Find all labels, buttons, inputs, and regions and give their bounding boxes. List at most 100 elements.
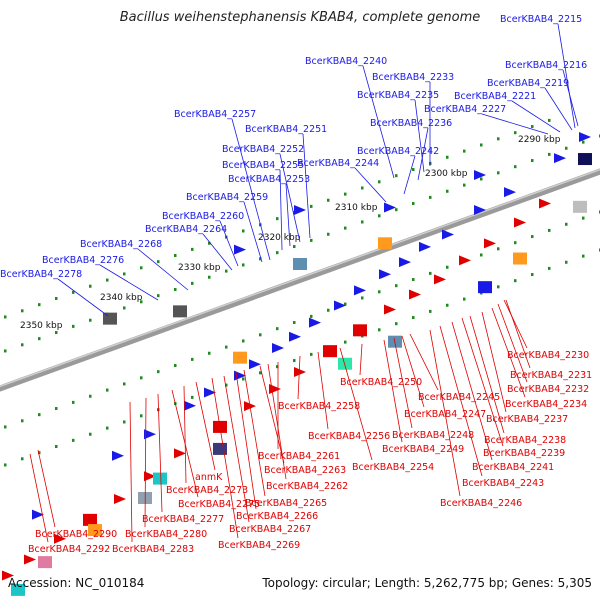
guide-dot bbox=[497, 137, 500, 141]
guide-dot bbox=[106, 426, 109, 430]
gene-arrow bbox=[434, 274, 446, 285]
gene-arrow bbox=[579, 132, 591, 143]
guide-dot bbox=[582, 216, 585, 220]
guide-dot bbox=[361, 220, 364, 224]
gene-arrow bbox=[289, 331, 301, 342]
gene-arrow bbox=[144, 429, 156, 440]
leader-line bbox=[505, 299, 531, 369]
leader-line bbox=[481, 113, 549, 135]
gene-arrow bbox=[474, 204, 486, 215]
gene-label: BcerKBAB4_2254 bbox=[352, 462, 434, 473]
guide-dot bbox=[21, 309, 24, 313]
guide-dot bbox=[429, 271, 432, 275]
gene-block bbox=[293, 258, 307, 270]
guide-dot bbox=[106, 278, 109, 282]
gene-arrow bbox=[384, 202, 396, 213]
guide-dot bbox=[344, 302, 347, 306]
guide-dot bbox=[514, 241, 517, 245]
guide-dot bbox=[327, 308, 330, 312]
guide-dot bbox=[123, 382, 126, 386]
leader-line bbox=[231, 118, 271, 261]
guide-dot bbox=[565, 146, 568, 150]
guide-dot bbox=[446, 155, 449, 159]
guide-dot bbox=[497, 171, 500, 175]
gene-arrow bbox=[32, 509, 44, 520]
gene-label: BcerKBAB4_2215 bbox=[500, 14, 582, 25]
guide-dot bbox=[548, 118, 551, 122]
guide-dot bbox=[497, 285, 500, 289]
guide-dot bbox=[38, 413, 41, 417]
gene-label: BcerKBAB4_2264 bbox=[145, 224, 227, 235]
guide-dot bbox=[361, 296, 364, 300]
gene-arrow bbox=[554, 153, 566, 164]
gene-label: BcerKBAB4_2268 bbox=[80, 239, 162, 250]
leader-line bbox=[171, 389, 199, 498]
gene-label: BcerKBAB4_2263 bbox=[264, 465, 346, 476]
gene-block bbox=[11, 583, 25, 596]
map-title: Bacillus weihenstephanensis KBAB4, compl… bbox=[119, 10, 481, 25]
guide-dot bbox=[157, 260, 160, 264]
guide-dot bbox=[225, 269, 228, 273]
guide-dot bbox=[395, 322, 398, 326]
gene-label: BcerKBAB4_2258 bbox=[278, 401, 360, 412]
gene-arrow bbox=[234, 244, 246, 255]
guide-dot bbox=[4, 349, 7, 353]
gene-label: BcerKBAB4_2230 bbox=[507, 350, 589, 361]
leader-line bbox=[401, 335, 425, 408]
guide-dot bbox=[497, 247, 500, 251]
guide-dot bbox=[259, 257, 262, 261]
guide-dot bbox=[89, 318, 92, 322]
guide-dot bbox=[38, 303, 41, 307]
gene-label: BcerKBAB4_2251 bbox=[245, 124, 327, 135]
guide-dot bbox=[582, 140, 585, 144]
guide-dot bbox=[191, 247, 194, 251]
guide-dot bbox=[174, 254, 177, 258]
guide-dot bbox=[21, 343, 24, 347]
gene-label: BcerKBAB4_2257 bbox=[174, 109, 256, 120]
gene-label: BcerKBAB4_2232 bbox=[507, 384, 589, 395]
gene-label: BcerKBAB4_2227 bbox=[424, 104, 506, 115]
leader-line bbox=[243, 369, 266, 497]
gene-arrow bbox=[272, 342, 284, 353]
guide-dot bbox=[208, 275, 211, 279]
guide-dot bbox=[55, 297, 58, 301]
leader-line bbox=[557, 23, 576, 129]
gene-label: BcerKBAB4_2248 bbox=[392, 430, 474, 441]
gene-arrow bbox=[249, 359, 261, 370]
gene-label: BcerKBAB4_2261 bbox=[258, 451, 340, 462]
leader-line bbox=[223, 375, 250, 523]
tick-label: 2290 kbp bbox=[518, 135, 561, 145]
guide-dot bbox=[225, 345, 228, 349]
guide-dot bbox=[446, 265, 449, 269]
guide-dot bbox=[123, 272, 126, 276]
guide-dot bbox=[157, 294, 160, 298]
leader-line bbox=[297, 355, 301, 400]
guide-dot bbox=[4, 425, 7, 429]
guide-dot bbox=[140, 300, 143, 304]
gene-arrow bbox=[2, 570, 14, 581]
gene-label: BcerKBAB4_2283 bbox=[112, 544, 194, 555]
gene-label: BcerKBAB4_2236 bbox=[370, 118, 452, 129]
leader-line bbox=[57, 278, 109, 317]
gene-label: BcerKBAB4_2243 bbox=[462, 478, 544, 489]
guide-dot bbox=[174, 288, 177, 292]
gene-arrow bbox=[484, 238, 496, 249]
guide-dot bbox=[89, 284, 92, 288]
gene-label: BcerKBAB4_2256 bbox=[308, 431, 390, 442]
guide-dot bbox=[310, 314, 313, 318]
guide-dot bbox=[565, 260, 568, 264]
leader-line bbox=[403, 155, 416, 195]
gene-arrow bbox=[514, 217, 526, 228]
guide-dot bbox=[514, 165, 517, 169]
gene-label: BcerKBAB4_2231 bbox=[510, 370, 592, 381]
gene-label: BcerKBAB4_2255 bbox=[222, 160, 304, 171]
gene-block bbox=[353, 324, 367, 337]
guide-dot bbox=[55, 407, 58, 411]
gene-label: BcerKBAB4_2245 bbox=[418, 392, 500, 403]
leader-line bbox=[503, 299, 528, 349]
gene-label: BcerKBAB4_2237 bbox=[486, 414, 568, 425]
leader-line bbox=[29, 453, 49, 543]
gene-label: BcerKBAB4_2219 bbox=[487, 78, 569, 89]
guide-dot bbox=[514, 131, 517, 135]
leader-line bbox=[362, 65, 395, 179]
